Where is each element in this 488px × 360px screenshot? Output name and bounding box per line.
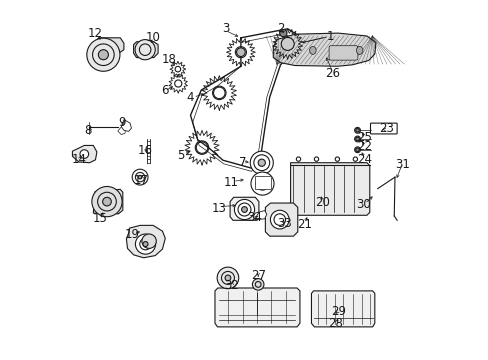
Circle shape xyxy=(335,157,339,161)
Text: 9: 9 xyxy=(118,116,125,129)
Text: 18: 18 xyxy=(161,53,176,66)
Circle shape xyxy=(236,48,244,57)
Circle shape xyxy=(252,279,264,290)
Polygon shape xyxy=(230,197,258,220)
Text: 17: 17 xyxy=(134,174,149,186)
Text: 12: 12 xyxy=(87,27,102,40)
Text: 32: 32 xyxy=(224,279,239,292)
Circle shape xyxy=(102,197,111,206)
Text: 6: 6 xyxy=(161,84,168,97)
Circle shape xyxy=(92,186,122,217)
Polygon shape xyxy=(255,176,271,189)
Polygon shape xyxy=(215,288,299,327)
Text: 7: 7 xyxy=(238,156,245,169)
Circle shape xyxy=(241,207,247,212)
Circle shape xyxy=(217,267,238,289)
Polygon shape xyxy=(273,33,375,66)
Text: 22: 22 xyxy=(357,140,371,153)
Circle shape xyxy=(355,137,359,141)
Text: 4: 4 xyxy=(185,91,193,104)
Circle shape xyxy=(270,210,288,229)
Circle shape xyxy=(224,275,230,281)
Polygon shape xyxy=(265,203,297,236)
Circle shape xyxy=(258,159,265,166)
Circle shape xyxy=(250,151,273,174)
Text: 8: 8 xyxy=(84,124,92,137)
Polygon shape xyxy=(72,145,97,163)
Circle shape xyxy=(132,169,148,185)
Circle shape xyxy=(296,157,300,161)
Text: 27: 27 xyxy=(250,269,265,282)
Circle shape xyxy=(250,172,273,195)
Circle shape xyxy=(354,136,360,142)
Circle shape xyxy=(352,157,357,161)
Text: 10: 10 xyxy=(145,31,160,44)
Text: 15: 15 xyxy=(93,212,108,225)
Text: 25: 25 xyxy=(357,131,371,144)
Circle shape xyxy=(234,199,254,220)
Polygon shape xyxy=(290,163,369,215)
Circle shape xyxy=(142,234,156,248)
Text: 16: 16 xyxy=(137,144,152,157)
Circle shape xyxy=(281,37,294,50)
Circle shape xyxy=(354,147,360,153)
Text: 13: 13 xyxy=(211,202,226,215)
Polygon shape xyxy=(118,126,125,135)
Circle shape xyxy=(135,234,155,254)
Polygon shape xyxy=(253,211,266,220)
Text: 19: 19 xyxy=(124,228,140,240)
Polygon shape xyxy=(95,38,123,52)
Text: 14: 14 xyxy=(71,153,86,166)
Circle shape xyxy=(80,150,88,158)
Text: 24: 24 xyxy=(357,153,371,166)
Ellipse shape xyxy=(309,46,316,54)
Text: 30: 30 xyxy=(356,198,370,211)
Circle shape xyxy=(135,40,155,60)
Text: 31: 31 xyxy=(395,158,409,171)
FancyBboxPatch shape xyxy=(328,46,357,60)
Text: 1: 1 xyxy=(326,30,333,43)
Text: 28: 28 xyxy=(327,317,342,330)
Circle shape xyxy=(138,175,142,179)
Circle shape xyxy=(98,50,108,60)
Text: 23: 23 xyxy=(379,122,394,135)
Circle shape xyxy=(87,38,120,71)
Circle shape xyxy=(354,127,360,133)
Circle shape xyxy=(355,129,359,132)
Polygon shape xyxy=(133,42,158,58)
Text: 5: 5 xyxy=(176,149,183,162)
Circle shape xyxy=(355,148,359,152)
Circle shape xyxy=(314,157,318,161)
Text: 2: 2 xyxy=(276,22,284,35)
Text: 34: 34 xyxy=(246,211,262,224)
Polygon shape xyxy=(126,225,165,258)
Text: 33: 33 xyxy=(276,217,291,230)
Circle shape xyxy=(142,242,148,247)
Text: 3: 3 xyxy=(222,22,229,35)
Ellipse shape xyxy=(356,46,362,54)
Text: 26: 26 xyxy=(324,67,339,80)
Text: 21: 21 xyxy=(296,218,311,231)
Polygon shape xyxy=(121,120,131,131)
Polygon shape xyxy=(311,291,374,327)
Text: 11: 11 xyxy=(224,176,239,189)
FancyBboxPatch shape xyxy=(370,123,396,134)
Text: 20: 20 xyxy=(315,196,330,209)
Circle shape xyxy=(279,30,286,37)
Text: 29: 29 xyxy=(331,305,346,318)
Polygon shape xyxy=(93,189,122,214)
